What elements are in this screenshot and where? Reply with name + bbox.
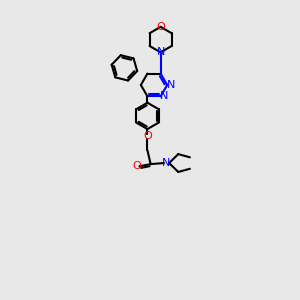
Text: N: N bbox=[167, 80, 175, 90]
Text: O: O bbox=[143, 131, 152, 142]
Text: O: O bbox=[133, 161, 141, 171]
Text: N: N bbox=[160, 92, 169, 101]
Text: N: N bbox=[162, 158, 171, 168]
Text: N: N bbox=[156, 47, 165, 57]
Text: O: O bbox=[156, 22, 165, 32]
